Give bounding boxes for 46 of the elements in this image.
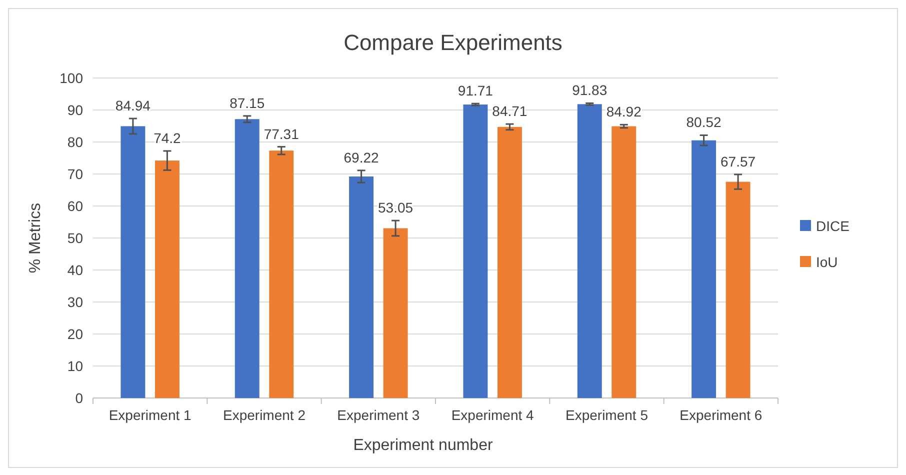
bar xyxy=(726,182,750,398)
data-label: 77.31 xyxy=(264,126,300,142)
bar xyxy=(349,176,374,398)
chart-title: Compare Experiments xyxy=(344,30,562,55)
legend-label: IoU xyxy=(816,254,838,270)
y-tick-label: 90 xyxy=(67,102,84,118)
x-tick-label: Experiment 2 xyxy=(223,407,306,423)
bar xyxy=(497,126,522,398)
x-tick-label: Experiment 6 xyxy=(680,407,762,423)
data-label: 74.2 xyxy=(154,130,182,146)
data-label: 69.22 xyxy=(344,149,380,166)
y-tick-label: 40 xyxy=(67,262,84,278)
bar xyxy=(154,160,180,398)
data-label: 84.71 xyxy=(492,103,528,120)
data-label: 53.05 xyxy=(378,200,414,216)
data-label: 84.92 xyxy=(606,104,642,120)
data-label: 67.57 xyxy=(720,153,756,170)
data-label: 84.94 xyxy=(115,98,151,114)
y-tick-label: 0 xyxy=(75,390,84,406)
bar xyxy=(269,150,294,398)
data-label: 91.83 xyxy=(572,82,608,98)
y-tick-label: 20 xyxy=(67,326,84,342)
y-tick-label: 60 xyxy=(67,198,84,214)
x-tick-label: Experiment 4 xyxy=(451,407,534,423)
y-tick-label: 30 xyxy=(67,294,84,310)
bar xyxy=(463,104,488,398)
x-axis-title: Experiment number xyxy=(353,437,494,454)
legend-label: DICE xyxy=(816,218,850,234)
x-tick-label: Experiment 5 xyxy=(566,407,648,423)
y-axis-title: % Metrics xyxy=(27,202,44,274)
x-tick-label: Experiment 3 xyxy=(337,407,420,423)
bar xyxy=(120,126,146,398)
bar xyxy=(612,126,636,398)
data-label: 80.52 xyxy=(686,114,722,130)
y-tick-label: 80 xyxy=(67,134,84,150)
data-label: 91.71 xyxy=(458,82,494,99)
x-tick-label: Experiment 1 xyxy=(108,407,192,423)
bar xyxy=(577,104,602,398)
y-tick-label: 100 xyxy=(60,70,84,86)
y-tick-label: 50 xyxy=(67,230,84,246)
data-label: 87.15 xyxy=(230,94,265,111)
bar xyxy=(383,228,408,398)
bar xyxy=(692,140,716,398)
y-tick-label: 10 xyxy=(67,358,84,374)
y-tick-label: 70 xyxy=(67,166,84,182)
bar xyxy=(234,119,260,398)
